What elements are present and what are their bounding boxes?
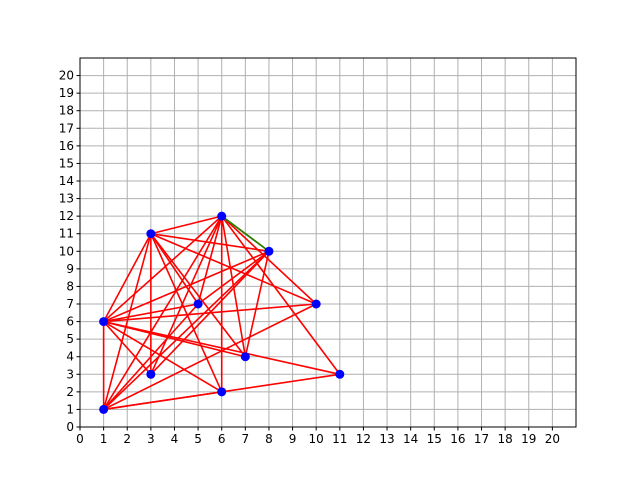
points — [99, 211, 345, 414]
y-tick-label: 8 — [66, 279, 74, 293]
data-point — [146, 229, 156, 239]
edge-line — [103, 215, 223, 323]
x-tick-label: 19 — [521, 432, 536, 446]
grid — [79, 58, 576, 428]
data-point — [146, 369, 156, 379]
x-tick-label: 0 — [76, 432, 84, 446]
edge-line — [221, 215, 317, 305]
x-tick-label: 11 — [332, 432, 347, 446]
x-tick-label: 17 — [474, 432, 489, 446]
edge-line — [197, 250, 270, 305]
x-tick-label: 5 — [194, 432, 202, 446]
edge-line — [103, 303, 317, 411]
x-tick-label: 13 — [379, 432, 394, 446]
data-point — [335, 369, 345, 379]
data-point — [240, 352, 250, 362]
y-tick-label: 20 — [59, 69, 74, 83]
data-point — [99, 317, 109, 327]
edge-line — [150, 215, 222, 235]
edge-line — [221, 215, 341, 375]
x-tick-label: 7 — [242, 432, 250, 446]
edge-line — [103, 321, 152, 375]
x-tick-label: 10 — [309, 432, 324, 446]
data-point — [217, 387, 227, 397]
data-point — [193, 299, 203, 309]
y-tick-label: 7 — [66, 297, 74, 311]
edge-line — [197, 215, 223, 305]
y-tick-label: 12 — [59, 209, 74, 223]
x-tick-label: 2 — [123, 432, 131, 446]
y-tick-label: 18 — [59, 104, 74, 118]
x-tick-label: 8 — [265, 432, 273, 446]
edge-line — [150, 233, 199, 305]
data-point — [264, 246, 274, 256]
x-tick-label: 15 — [427, 432, 442, 446]
x-tick-label: 6 — [218, 432, 226, 446]
data-point — [99, 404, 109, 414]
edge-line — [102, 233, 152, 322]
edge-line — [150, 232, 317, 305]
x-tick-label: 16 — [450, 432, 465, 446]
x-tick-label: 20 — [545, 432, 560, 446]
edge-line — [102, 215, 223, 410]
y-tick-label: 1 — [66, 402, 74, 416]
y-tick-label: 19 — [59, 86, 74, 100]
y-tick-label: 3 — [66, 367, 74, 381]
y-tick-label: 6 — [66, 315, 74, 329]
data-point — [217, 211, 227, 221]
highlight-edges — [221, 215, 270, 253]
edge-line — [220, 216, 247, 357]
y-tick-label: 17 — [59, 121, 74, 135]
y-tick-label: 4 — [66, 350, 74, 364]
y-tick-label: 14 — [59, 174, 74, 188]
y-tick-label: 5 — [66, 332, 74, 346]
edge-line — [103, 320, 223, 393]
edge-line — [150, 233, 246, 358]
x-tick-label: 18 — [498, 432, 513, 446]
edge-line — [102, 233, 152, 410]
y-tick-label: 0 — [66, 420, 74, 434]
y-tick-label: 15 — [59, 156, 74, 170]
data-point — [311, 299, 321, 309]
y-tick-label: 11 — [59, 227, 74, 241]
highlight-edge-line — [221, 215, 270, 253]
plot-frame — [79, 57, 577, 428]
x-tick-label: 1 — [100, 432, 108, 446]
y-tick-label: 13 — [59, 192, 74, 206]
x-tick-label: 14 — [403, 432, 418, 446]
y-tick-label: 10 — [59, 244, 74, 258]
edge-line — [150, 250, 270, 375]
x-tick-label: 3 — [147, 432, 155, 446]
x-tick-label: 9 — [289, 432, 297, 446]
edge-line — [103, 250, 270, 411]
y-tick-label: 9 — [66, 262, 74, 276]
y-tick-label: 16 — [59, 139, 74, 153]
x-tick-label: 4 — [171, 432, 179, 446]
x-axis: 0 1 2 3 4 5 6 7 8 9 10 11 12 13 14 15 16 17 18 19 20 — [76, 427, 560, 446]
edge-line — [244, 251, 270, 357]
edge-line — [150, 233, 223, 393]
edge-line — [150, 232, 270, 253]
x-tick-label: 12 — [356, 432, 371, 446]
y-tick-label: 2 — [66, 385, 74, 399]
